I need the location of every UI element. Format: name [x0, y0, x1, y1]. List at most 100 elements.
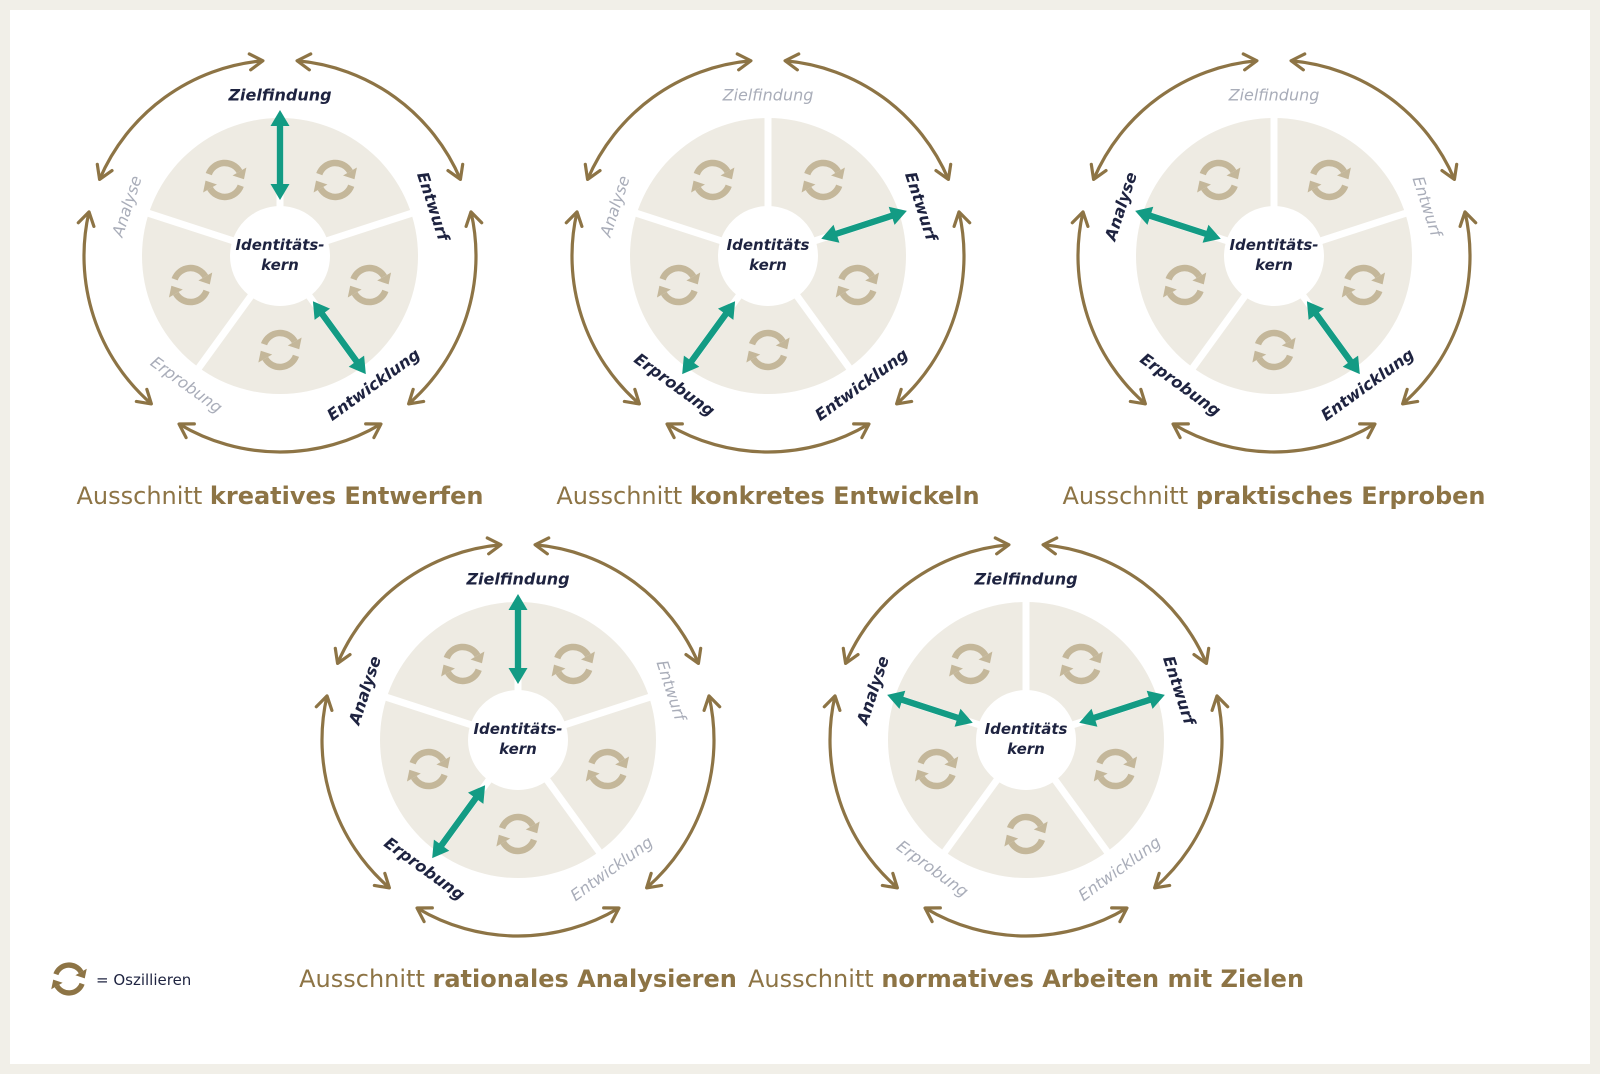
link-arrow-zielfindung — [508, 594, 528, 684]
caption-prefix: Ausschnitt — [556, 482, 689, 510]
core-label-line1: Identitäts — [727, 236, 810, 254]
phase-ring — [1070, 52, 1478, 454]
phase-ring — [76, 52, 484, 454]
ring-arc — [1092, 59, 1258, 181]
identity-core — [976, 690, 1076, 790]
oscillate-icon — [203, 159, 247, 201]
caption-prefix: Ausschnitt — [299, 965, 432, 993]
ring-arc — [1172, 422, 1376, 454]
ring-arc — [1290, 59, 1456, 181]
link-arrow-entwicklung — [312, 301, 366, 375]
core-label-line1: Identitäts — [985, 720, 1068, 738]
oscillate-icon — [949, 643, 993, 685]
oscillate-icon — [835, 264, 880, 306]
ring-arc — [645, 695, 716, 890]
phase-label-analyse: Analyse — [108, 173, 146, 240]
core-label-line2: kern — [261, 256, 299, 274]
phase-label-analyse: Analyse — [852, 653, 893, 728]
caption-bold: praktisches Erproben — [1196, 482, 1486, 510]
oscillate-icon — [691, 159, 735, 201]
ring-arc — [1401, 211, 1472, 406]
ring-arc — [296, 59, 462, 181]
ring-arc — [666, 422, 870, 454]
oscillate-icon — [1059, 643, 1103, 685]
phase-ring — [822, 536, 1230, 938]
caption-prefix: Ausschnitt — [77, 482, 210, 510]
ring-arc — [320, 695, 391, 890]
oscillate-icon — [51, 962, 87, 996]
phase-label-zielfindung: Zielfindung — [1228, 86, 1320, 105]
link-arrow-erprobung — [432, 785, 486, 859]
ring-arc — [924, 906, 1128, 938]
ring-arc — [1153, 695, 1224, 890]
phase-label-entwurf: Entwurf — [653, 658, 691, 725]
link-arrow-analyse — [887, 690, 973, 727]
legend-label: = Oszillieren — [96, 971, 191, 989]
phase-label-entwurf: Entwurf — [413, 170, 454, 245]
caption-bold: konkretes Entwickeln — [690, 482, 980, 510]
ring-arc — [407, 211, 478, 406]
oscillate-icon — [1162, 264, 1207, 306]
link-arrow-erprobung — [682, 301, 736, 375]
phase-ring — [314, 536, 722, 938]
oscillate-icon — [1341, 264, 1386, 306]
ring-arc — [416, 906, 620, 938]
link-arrow-entwurf — [821, 206, 907, 243]
oscillate-icon — [551, 643, 595, 685]
ring-arc — [534, 543, 700, 665]
ring-arc — [586, 59, 752, 181]
phase-label-zielfindung: Zielfindung — [227, 86, 331, 105]
phase-label-analyse: Analyse — [596, 173, 634, 240]
core-label-line2: kern — [1007, 740, 1045, 758]
core-label-line1: Identitäts- — [473, 720, 562, 738]
oscillate-icon — [496, 813, 540, 855]
oscillate-icon — [914, 748, 959, 790]
caption-prefix: Ausschnitt — [1062, 482, 1195, 510]
phase-ring — [564, 52, 972, 454]
core-label-line2: kern — [749, 256, 787, 274]
diagram-caption: Ausschnitt normatives Arbeiten mit Ziele… — [748, 965, 1304, 993]
link-arrow-entwicklung — [1306, 301, 1360, 375]
core-label-line2: kern — [1255, 256, 1293, 274]
phase-label-entwurf: Entwurf — [901, 170, 942, 245]
cycle-diagram-praktisches-erproben: ZielfindungEntwurfEntwicklungErprobungAn… — [1062, 52, 1486, 510]
cycle-diagram-normatives-arbeiten: ZielfindungEntwurfEntwicklungErprobungAn… — [748, 536, 1304, 993]
caption-bold: rationales Analysieren — [433, 965, 737, 993]
oscillate-icon — [313, 159, 357, 201]
diagram-caption: Ausschnitt praktisches Erproben — [1062, 482, 1485, 510]
ring-arc — [1042, 543, 1208, 665]
link-arrow-entwurf — [1079, 690, 1165, 727]
figure-card: Zielfindung Entwurf Entwicklung Erprobung An… — [10, 10, 1590, 1064]
diagram-caption: Ausschnitt konkretes Entwickeln — [556, 482, 979, 510]
link-arrow-analyse — [1135, 206, 1221, 243]
identity-core — [1224, 206, 1324, 306]
caption-bold: normatives Arbeiten mit Zielen — [881, 965, 1304, 993]
oscillate-icon — [1004, 813, 1048, 855]
ring-arc — [784, 59, 950, 181]
oscillate-icon — [1093, 748, 1138, 790]
core-label-line1: Identitäts- — [235, 236, 324, 254]
legend: = Oszillieren — [51, 962, 191, 996]
phase-label-zielfindung: Zielfindung — [465, 570, 569, 589]
link-arrow-zielfindung — [270, 110, 290, 200]
ring-arc — [570, 211, 641, 406]
oscillate-icon — [1197, 159, 1241, 201]
diagram-caption: Ausschnitt rationales Analysieren — [299, 965, 737, 993]
ring-arc — [828, 695, 899, 890]
oscillate-icon — [1252, 329, 1296, 371]
diagram-caption: Ausschnitt kreatives Entwerfen — [77, 482, 484, 510]
ring-arc — [98, 59, 264, 181]
identity-core — [468, 690, 568, 790]
oscillate-icon — [746, 329, 790, 371]
identity-core — [718, 206, 818, 306]
phase-label-analyse: Analyse — [1100, 169, 1141, 244]
cycle-diagram-konkretes-entwickeln: ZielfindungEntwurfEntwicklungErprobungAn… — [556, 52, 980, 510]
ring-arc — [844, 543, 1010, 665]
caption-bold: kreatives Entwerfen — [210, 482, 484, 510]
core-label-line1: Identitäts- — [1229, 236, 1318, 254]
cycle-diagram-kreatives-entwerfen: ZielfindungEntwurfEntwicklungErprobungAn… — [76, 52, 484, 510]
ring-arc — [178, 422, 382, 454]
ring-arc — [336, 543, 502, 665]
phase-label-zielfindung: Zielfindung — [973, 570, 1077, 589]
ring-arc — [895, 211, 966, 406]
